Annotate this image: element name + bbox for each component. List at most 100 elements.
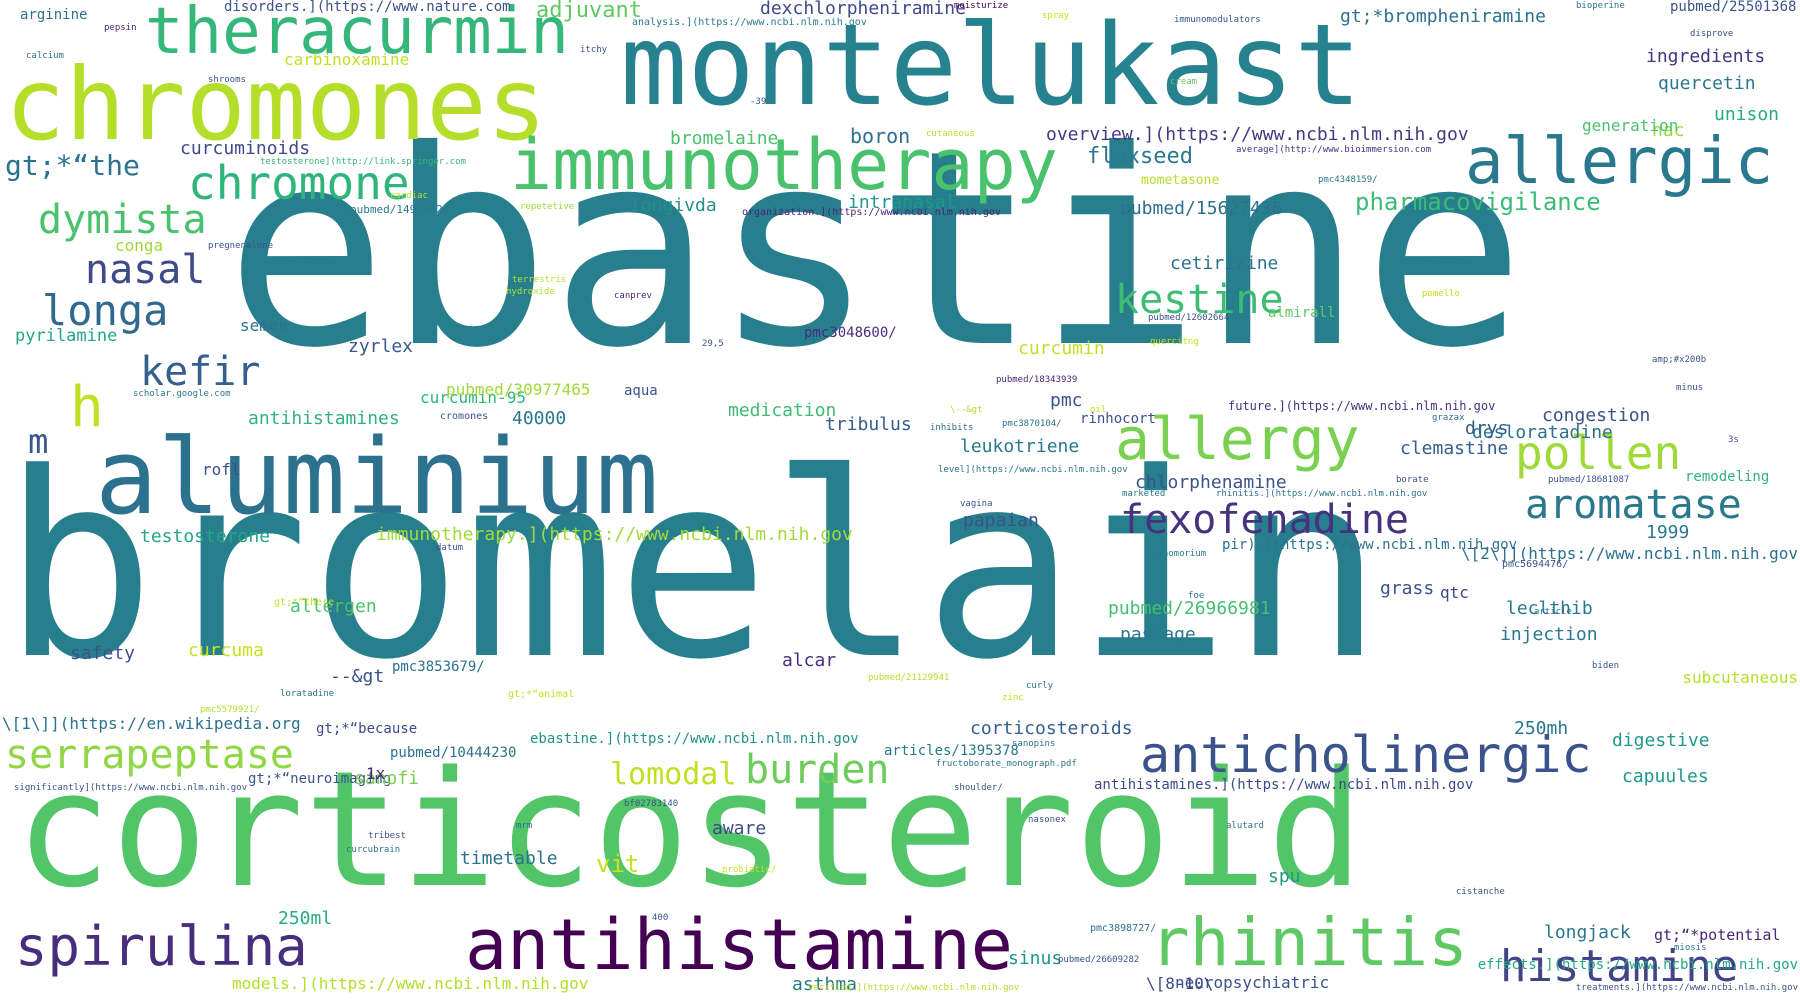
word: sinus: [1008, 948, 1063, 969]
word: organization.](https://www.ncbi.nlm.nih.…: [742, 207, 1001, 218]
word: aluminium: [95, 416, 659, 538]
word: pmc5579921/: [200, 705, 260, 715]
word: curly: [1026, 681, 1054, 691]
word: spirulina: [15, 915, 308, 978]
word: semen: [240, 316, 289, 335]
word: pmc3853679/: [392, 659, 485, 675]
word: repetetive: [520, 202, 575, 212]
word: rhinitis.](https://www.ncbi.nlm.nih.gov: [1216, 489, 1428, 499]
word: montelukast: [620, 1, 1362, 131]
word: fexofenadine: [1120, 497, 1409, 543]
word: pubmed/21129941: [868, 673, 950, 683]
word: timetable: [460, 848, 558, 869]
word: vagina: [960, 499, 993, 509]
word: tribest: [368, 831, 406, 841]
word: generation: [1582, 116, 1679, 135]
word: drys: [1465, 418, 1509, 439]
word: rinhocort: [1080, 411, 1156, 427]
word: grazax: [1432, 413, 1465, 423]
word: pubmed/30977465: [446, 380, 591, 399]
word: hydroxide: [506, 287, 555, 297]
word: antihistamines: [248, 408, 400, 429]
word: borate: [1396, 475, 1429, 485]
word: loratadine: [280, 689, 335, 699]
word: biden: [1592, 661, 1620, 671]
word: nasonex: [1028, 815, 1066, 825]
word: medication: [728, 400, 837, 421]
word: pollen: [1515, 426, 1682, 480]
word: \[1\]](https://en.wikipedia.org: [2, 714, 301, 733]
word: conga: [115, 236, 164, 255]
word: intranasal: [848, 192, 957, 213]
word: gt;*brompheniramine: [1340, 6, 1546, 27]
word: unison: [1714, 104, 1780, 125]
word: quercitng: [1150, 337, 1199, 347]
word: cutaneous: [926, 129, 975, 139]
word: foe: [1188, 591, 1205, 601]
word: carbinoxamine: [284, 50, 410, 69]
word: burden: [745, 747, 890, 793]
word: longa: [42, 286, 169, 335]
word: significantly](https://www.ncbi.nlm.nih.…: [14, 783, 247, 793]
word: alcar: [782, 650, 837, 671]
word: allergen: [290, 596, 377, 617]
word: mrm: [516, 821, 533, 831]
word: overview.](https://www.ncbi.nlm.nih.gov: [1046, 124, 1469, 145]
word: curcuma: [188, 640, 264, 661]
word: pmc5694476/: [1502, 559, 1569, 570]
word: adjuvant: [536, 0, 642, 23]
word: inhibits: [930, 423, 974, 433]
word: mometasone: [1141, 173, 1220, 188]
word: grass: [1380, 578, 1435, 599]
word: quercetin: [1658, 73, 1756, 94]
word: immunotherapy.](https://www.ncbi.nlm.nih…: [376, 524, 853, 545]
word: cromones: [440, 411, 489, 422]
word: arginine: [20, 7, 88, 23]
word: canprev: [614, 291, 652, 301]
word: testosterone: [140, 526, 271, 547]
word: pubmed/15627436: [1120, 198, 1283, 219]
word: pubmed/26609282: [1058, 955, 1140, 965]
word: nasal: [85, 247, 206, 293]
word: ebastine.](https://www.ncbi.nlm.nih.gov: [530, 731, 859, 747]
word: kefir: [140, 349, 261, 395]
word: terrestris: [512, 275, 567, 285]
word: --&gt: [330, 666, 385, 687]
word: effects.](https://www.ncbi.nlm.nih.gov: [1477, 957, 1798, 973]
word: bioperine: [1576, 1, 1625, 11]
word: digestive: [1612, 730, 1710, 751]
word: immunomodulators: [1174, 15, 1261, 25]
word: minus: [1676, 383, 1704, 393]
word: antihistamines.](https://www.ncbi.nlm.ni…: [1094, 777, 1474, 793]
word: kestine: [1115, 277, 1284, 323]
word: gt;*“there: [274, 597, 335, 608]
word: 40000: [512, 408, 567, 429]
word: leukotriene: [960, 436, 1080, 457]
word: scholar.google.com: [133, 389, 231, 399]
word: nac: [1652, 120, 1685, 141]
word: longivda: [630, 195, 717, 216]
word: future.](https://www.ncbi.nlm.nih.gov: [1228, 399, 1496, 413]
word: cream: [1170, 77, 1198, 87]
word: articles/1395378: [884, 743, 1019, 759]
word: 29,5: [702, 339, 724, 349]
word: ingredients: [1646, 46, 1766, 67]
word: cardiac: [390, 191, 428, 201]
word: cynomorium: [1152, 549, 1207, 559]
word: leclthib: [1506, 598, 1593, 619]
word: almirall: [1268, 305, 1336, 321]
word: shrooms: [208, 75, 246, 85]
word: pubmed/18681087: [1548, 475, 1630, 485]
word: pir).](https://www.ncbi.nlm.nih.gov: [1222, 537, 1518, 553]
word: sanofi: [354, 768, 420, 789]
word: pubmed/25501368: [1670, 0, 1797, 15]
word: spray: [1042, 11, 1070, 21]
word: disorders.](https://www.nature.com: [224, 0, 511, 15]
word: tribulus: [825, 414, 912, 435]
word: subcutaneous: [1682, 668, 1798, 687]
word: passage: [1120, 624, 1196, 645]
word: ebastine: [225, 92, 1526, 407]
word: curcuminoids: [180, 138, 311, 159]
word: h: [70, 375, 104, 440]
